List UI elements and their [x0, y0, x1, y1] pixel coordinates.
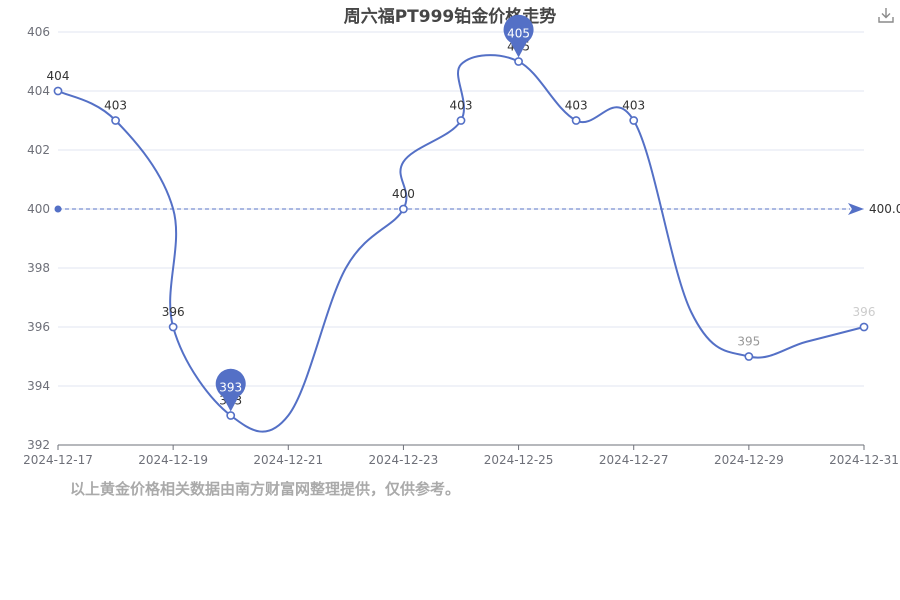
x-tick-label: 2024-12-17	[23, 453, 93, 467]
data-labels: 404403396393400403405403403395396	[47, 40, 876, 408]
average-mark-line: 400.0	[54, 202, 900, 216]
line-chart: 400.0 404403396393400403405403403395396 …	[23, 14, 900, 467]
data-point	[514, 57, 523, 66]
data-label: 396	[162, 305, 185, 319]
data-point	[859, 322, 869, 332]
data-point	[456, 116, 466, 125]
data-point	[111, 116, 120, 125]
min-pin	[215, 368, 246, 412]
data-point	[744, 352, 754, 361]
y-tick-label: 402	[27, 143, 50, 157]
x-tick-label: 2024-12-25	[484, 453, 554, 467]
download-icon[interactable]	[877, 6, 895, 24]
max-pin	[503, 14, 534, 58]
axes: 392 394 396 398 400 402 404 406 2024-12-17 2024-1…	[23, 25, 899, 467]
data-label: 404	[47, 69, 70, 83]
data-label: 403	[450, 99, 473, 113]
chart-title: 周六福PT999铂金价格走势	[343, 7, 557, 27]
data-point	[571, 116, 581, 125]
series-points	[53, 57, 869, 420]
x-tick-label: 2024-12-27	[599, 453, 669, 467]
y-tick-label: 398	[27, 261, 50, 275]
price-series-line	[57, 54, 865, 433]
max-pin-label: 405	[507, 27, 530, 41]
data-point	[629, 116, 639, 125]
data-label: 395	[737, 335, 760, 349]
extreme-pins: 405 393	[215, 14, 534, 412]
data-point	[226, 411, 236, 420]
y-tick-label: 400	[27, 202, 50, 216]
data-label: 400	[392, 187, 415, 201]
mark-line-label: 400.0	[869, 202, 900, 216]
y-tick-label: 392	[27, 438, 50, 452]
x-tick-label: 2024-12-21	[253, 453, 323, 467]
x-tick-label: 2024-12-23	[369, 453, 439, 467]
data-point	[399, 204, 408, 214]
data-point	[168, 322, 178, 332]
y-tick-label: 404	[27, 84, 50, 98]
footnote: 以上黄金价格相关数据由南方财富网整理提供，仅供参考。	[70, 480, 461, 498]
data-point	[53, 86, 63, 96]
y-tick-label: 394	[27, 379, 50, 393]
x-tick-label: 2024-12-19	[138, 453, 208, 467]
data-label: 396	[853, 305, 876, 319]
x-tick-label: 2024-12-29	[714, 453, 784, 467]
data-label: 403	[565, 99, 588, 113]
data-label: 403	[104, 99, 127, 113]
min-pin-label: 393	[219, 381, 242, 395]
x-tick-label: 2024-12-31	[829, 453, 899, 467]
mark-line-arrow	[848, 203, 864, 215]
data-label: 403	[622, 99, 645, 113]
y-tick-label: 406	[27, 25, 50, 39]
y-tick-label: 396	[27, 320, 50, 334]
